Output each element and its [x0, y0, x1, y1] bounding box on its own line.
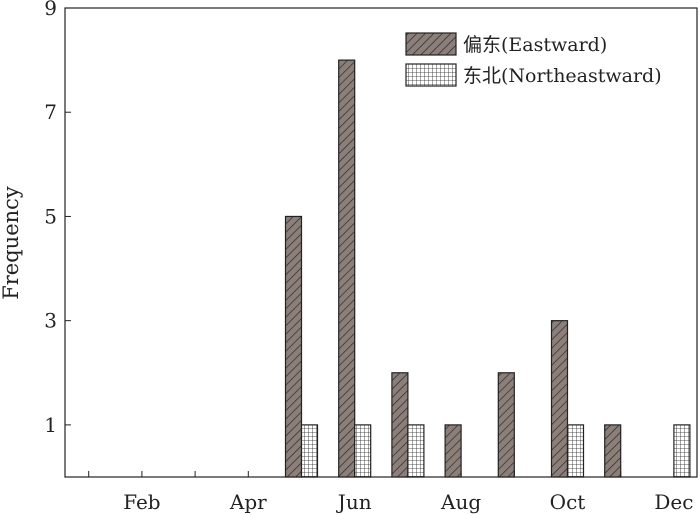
- bars-layer: [284, 59, 691, 478]
- bar-eastward-jun: [338, 59, 356, 478]
- bar-northeastward-dec: [673, 424, 691, 478]
- y-tick-label: 1: [44, 413, 57, 437]
- bar-eastward-may: [284, 215, 303, 478]
- bar-eastward-aug: [444, 424, 462, 478]
- bar-eastward-nov: [604, 424, 622, 478]
- legend-swatch-northeastward: [405, 63, 457, 87]
- y-tick-label: 9: [44, 0, 57, 20]
- x-tick-label: Jun: [336, 490, 372, 514]
- bar-northeastward-jun: [354, 424, 372, 478]
- legend-label-northeastward: 东北(Northeastward): [463, 65, 662, 87]
- y-tick-label: 3: [44, 309, 57, 333]
- x-tick-label: Feb: [123, 490, 160, 514]
- x-tick-label: Aug: [440, 490, 481, 514]
- x-axis-ticks: Feb Apr Jun Aug Oct Dec: [88, 471, 693, 514]
- x-tick-label: Apr: [229, 490, 267, 514]
- legend: 偏东(Eastward) 东北(Northeastward): [405, 32, 662, 87]
- bar-northeastward-may: [300, 424, 319, 478]
- y-axis-ticks: 1 3 5 7 9: [44, 0, 71, 437]
- bar-eastward-oct: [550, 320, 569, 478]
- y-tick-label: 7: [44, 100, 57, 124]
- y-axis-label: Frequency: [0, 186, 23, 300]
- bar-northeastward-jul: [407, 424, 425, 478]
- y-tick-label: 5: [44, 204, 57, 228]
- legend-swatch-eastward: [405, 32, 457, 56]
- bar-eastward-jul: [391, 372, 409, 478]
- plot-area-frame: [64, 7, 698, 478]
- bar-northeastward-oct: [566, 424, 585, 478]
- x-tick-label: Oct: [550, 490, 586, 514]
- bar-eastward-sep: [497, 372, 515, 478]
- x-tick-label: Dec: [654, 490, 693, 514]
- legend-label-eastward: 偏东(Eastward): [463, 34, 607, 56]
